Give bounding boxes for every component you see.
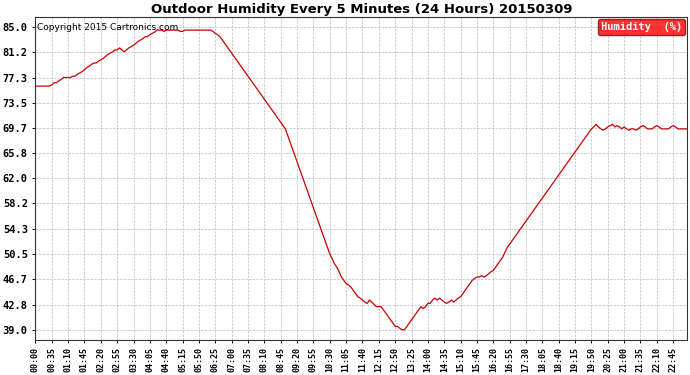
Legend: Humidity  (%): Humidity (%) <box>598 19 685 35</box>
Text: Copyright 2015 Cartronics.com: Copyright 2015 Cartronics.com <box>37 23 178 32</box>
Title: Outdoor Humidity Every 5 Minutes (24 Hours) 20150309: Outdoor Humidity Every 5 Minutes (24 Hou… <box>150 3 572 16</box>
